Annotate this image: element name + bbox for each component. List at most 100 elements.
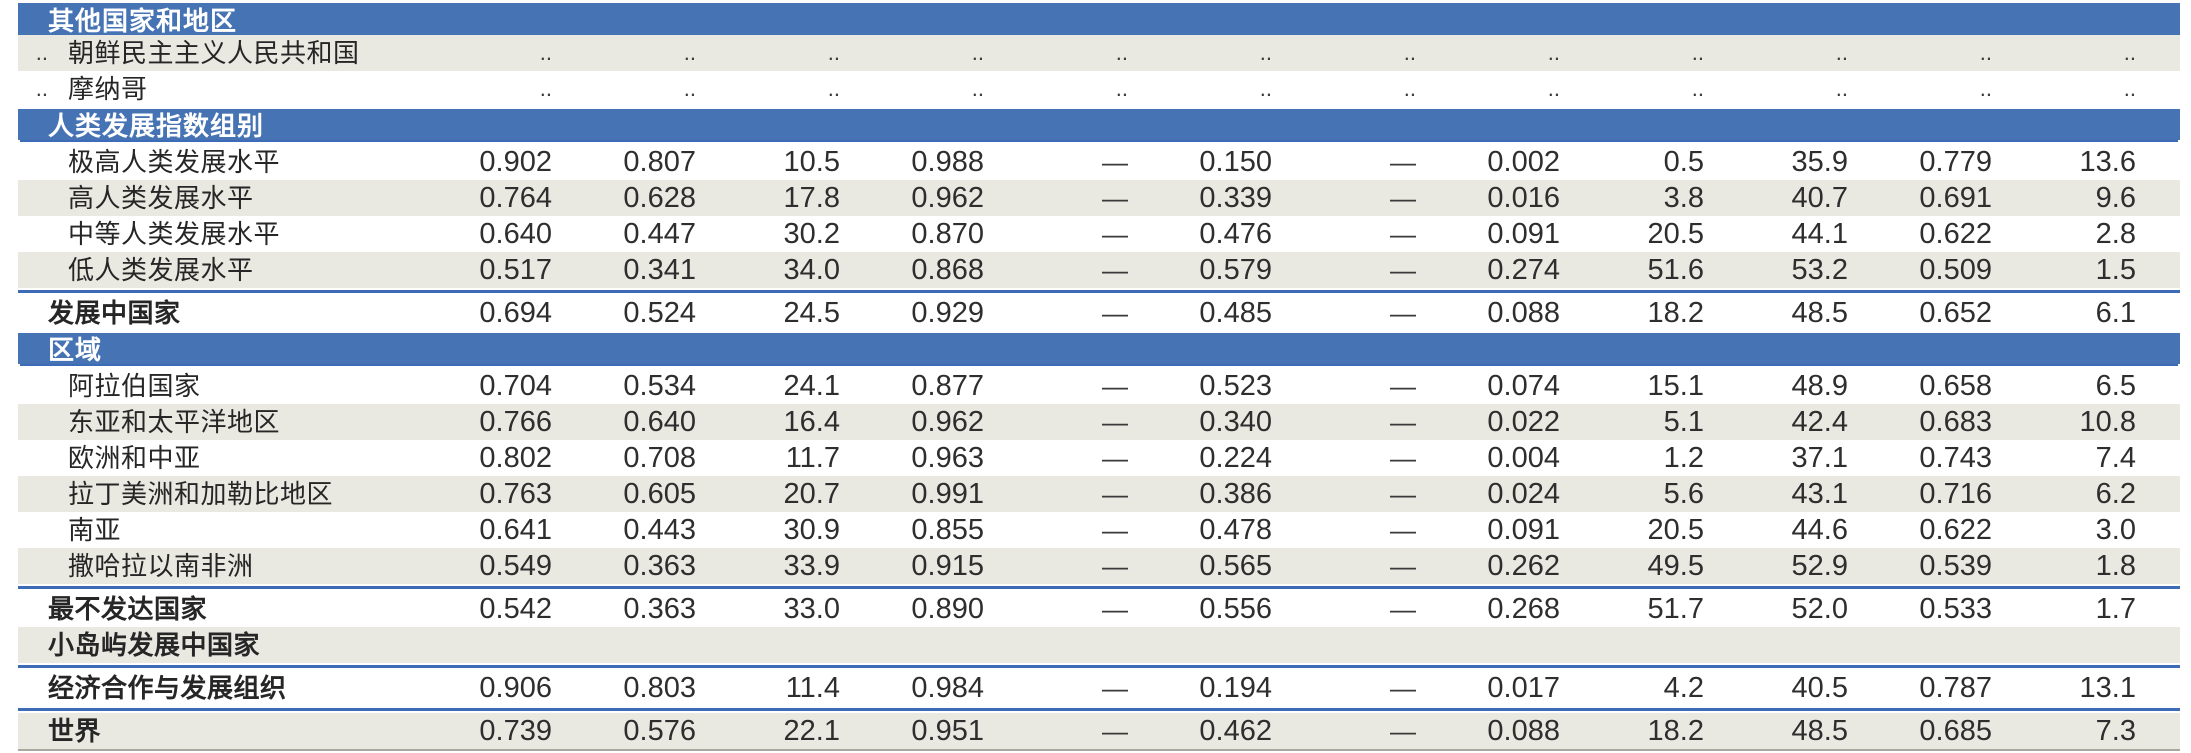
value-cell: 0.787 [1919, 672, 1992, 704]
value-cell: .. [1979, 40, 1992, 65]
value-cell: 0.268 [1487, 593, 1560, 625]
value-cell: 0.004 [1487, 442, 1560, 474]
value-cell: 1.7 [2095, 593, 2136, 625]
value-cell: 0.363 [623, 593, 696, 625]
value-cell: — [1390, 407, 1416, 437]
value-cell: 0.803 [623, 672, 696, 704]
value-cell: .. [2123, 40, 2136, 65]
section-divider [18, 586, 2180, 589]
section-divider [18, 665, 2180, 668]
value-cell: 0.694 [479, 297, 552, 329]
value-cell: 0.542 [479, 593, 552, 625]
row-label-cell: 东亚和太平洋地区 [18, 404, 452, 440]
row-label: 摩纳哥 [68, 74, 148, 104]
value-cell: 3.0 [2095, 514, 2136, 546]
value-cell: 0.088 [1487, 715, 1560, 747]
value-cell: — [1102, 298, 1128, 328]
value-cell: — [1102, 594, 1128, 624]
value-cell: 0.763 [479, 478, 552, 510]
row-label: 低人类发展水平 [68, 255, 254, 285]
value-cell [1892, 627, 2036, 663]
value-cell: .. [539, 40, 552, 65]
value-cell: 13.6 [2079, 146, 2136, 178]
value-cell: 0.274 [1487, 254, 1560, 286]
value-cell: 0.576 [623, 715, 696, 747]
value-cell: 0.523 [1199, 370, 1272, 402]
row-label: 东亚和太平洋地区 [68, 407, 281, 437]
table-row: 南亚 0.641 0.443 30.9 0.855 — 0.478 — 0.091 20.5 44… [18, 512, 2180, 548]
value-cell: — [1102, 219, 1128, 249]
value-cell: .. [1403, 76, 1416, 101]
value-cell: 0.902 [479, 146, 552, 178]
value-cell [1172, 627, 1316, 663]
table-row: 世界 0.739 0.576 22.1 0.951 — 0.462 — 0.088 18.2 48… [18, 713, 2180, 749]
hdi-rank-value: .. [35, 40, 48, 65]
row-label-cell: 撒哈拉以南非洲 [18, 548, 452, 584]
value-cell: 0.024 [1487, 478, 1560, 510]
value-cell: .. [683, 40, 696, 65]
value-cell: 0.802 [479, 442, 552, 474]
value-cell: 16.4 [783, 406, 840, 438]
row-label-cell: 小岛屿发展中国家 [18, 627, 452, 663]
value-cell: 20.7 [783, 478, 840, 510]
value-cell: .. [539, 76, 552, 101]
value-cell: — [1390, 716, 1416, 746]
value-cell: — [1390, 219, 1416, 249]
value-cell: 40.7 [1791, 182, 1848, 214]
row-label-cell: 低人类发展水平 [18, 252, 452, 288]
value-cell: 1.5 [2095, 254, 2136, 286]
value-cell: 0.963 [911, 442, 984, 474]
value-cell: 0.091 [1487, 218, 1560, 250]
section-divider [18, 708, 2180, 711]
value-cell: 0.150 [1199, 146, 1272, 178]
value-cell: 0.340 [1199, 406, 1272, 438]
value-cell: 0.5 [1663, 146, 1704, 178]
value-cell: .. [683, 76, 696, 101]
value-cell: 0.807 [623, 146, 696, 178]
value-cell: 0.517 [479, 254, 552, 286]
value-cell: 0.262 [1487, 550, 1560, 582]
value-cell: 0.363 [623, 550, 696, 582]
value-cell: 0.739 [479, 715, 552, 747]
row-label-cell: 阿拉伯国家 [18, 368, 452, 404]
value-cell: 0.951 [911, 715, 984, 747]
value-cell: 34.0 [783, 254, 840, 286]
value-cell: 7.3 [2095, 715, 2136, 747]
value-cell: 0.691 [1919, 182, 1992, 214]
table-row: 阿拉伯国家 0.704 0.534 24.1 0.877 — 0.523 — 0.074 15.… [18, 368, 2180, 404]
value-cell: 33.9 [783, 550, 840, 582]
value-cell: 24.1 [783, 370, 840, 402]
section-title: 人类发展指数组别 [48, 111, 265, 141]
value-cell: 18.2 [1647, 715, 1704, 747]
value-cell: 51.7 [1647, 593, 1704, 625]
value-cell: — [1390, 298, 1416, 328]
bottom-rule [18, 749, 2180, 751]
section-title: 其他国家和地区 [48, 5, 238, 36]
value-cell: 0.622 [1919, 218, 1992, 250]
value-cell: 0.640 [623, 406, 696, 438]
value-cell: 3.8 [1663, 182, 1704, 214]
section-header-row: 区域 [18, 333, 2180, 365]
value-cell: 0.991 [911, 478, 984, 510]
value-cell: 0.476 [1199, 218, 1272, 250]
value-cell: 0.716 [1919, 478, 1992, 510]
row-label: 中等人类发展水平 [68, 219, 281, 249]
section-title: 区域 [48, 335, 103, 365]
value-cell: 24.5 [783, 297, 840, 329]
table-row: .. 朝鲜民主主义人民共和国 ........................ [18, 35, 2180, 71]
value-cell [740, 627, 884, 663]
value-cell: 0.443 [623, 514, 696, 546]
value-cell: 0.194 [1199, 672, 1272, 704]
value-cell: 0.929 [911, 297, 984, 329]
value-cell: — [1102, 443, 1128, 473]
value-cell: 20.5 [1647, 218, 1704, 250]
value-cell: — [1390, 673, 1416, 703]
value-cell: 0.533 [1919, 593, 1992, 625]
value-cell: 0.708 [623, 442, 696, 474]
value-cell: 11.4 [785, 672, 840, 704]
row-label: 朝鲜民主主义人民共和国 [68, 38, 360, 68]
row-label: 小岛屿发展中国家 [48, 630, 261, 660]
value-cell: .. [1115, 76, 1128, 101]
value-cell: — [1102, 515, 1128, 545]
